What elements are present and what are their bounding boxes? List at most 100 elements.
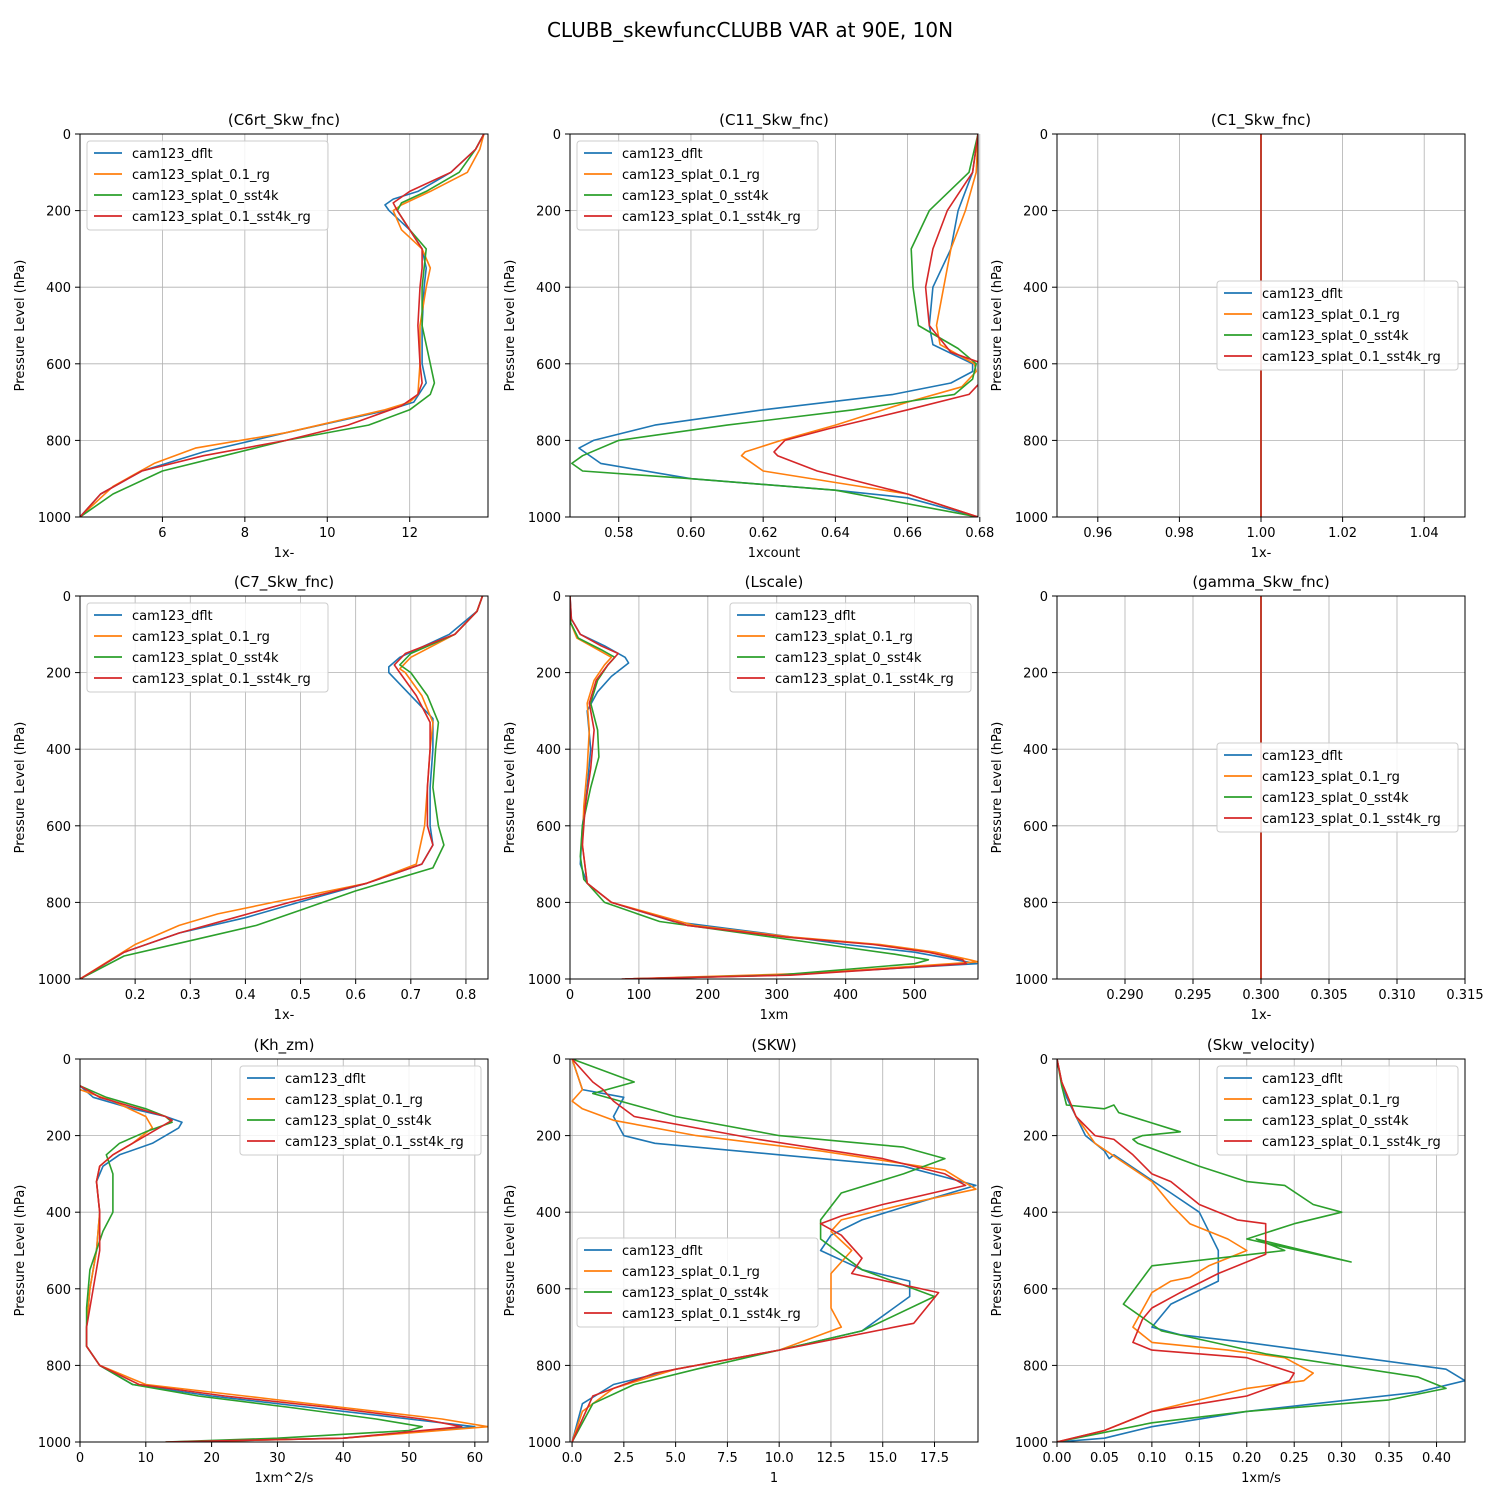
series-line bbox=[80, 134, 485, 517]
x-tick-label: 0.00 bbox=[1043, 1451, 1072, 1466]
x-tick-label: 5.0 bbox=[665, 1451, 686, 1466]
chart-panel: 0.290 0.295 0.300 0.305 0.310 0.315 0 200 400 600… bbox=[990, 573, 1484, 1023]
legend: cam123_dflt cam123_splat_0.1_rg cam123_spl… bbox=[729, 602, 972, 693]
legend-entry: cam123_splat_0_sst4k bbox=[1262, 1114, 1409, 1129]
plot-frame bbox=[79, 595, 489, 980]
series-line bbox=[1057, 1059, 1447, 1442]
legend-entry: cam123_splat_0.1_sst4k_rg bbox=[132, 210, 311, 225]
legend-entry: cam123_splat_0.1_sst4k_rg bbox=[132, 672, 311, 687]
x-tick-label: 8 bbox=[241, 526, 249, 541]
y-tick-label: 0 bbox=[1040, 128, 1048, 143]
legend-entry: cam123_splat_0.1_rg bbox=[285, 1093, 423, 1108]
legend-entry: cam123_splat_0_sst4k bbox=[132, 189, 279, 204]
legend-entry: cam123_dflt bbox=[285, 1072, 366, 1087]
y-tick-label: 800 bbox=[1023, 896, 1048, 911]
x-tick-label: 100 bbox=[627, 988, 652, 1003]
y-tick-label: 1000 bbox=[38, 973, 71, 988]
legend: cam123_dflt cam123_splat_0.1_rg cam123_spl… bbox=[86, 602, 329, 693]
subplot-title: (Lscale) bbox=[745, 573, 804, 591]
y-tick-label: 800 bbox=[536, 434, 561, 449]
y-tick-label: 1000 bbox=[38, 511, 71, 526]
y-axis-label: Pressure Level (hPa) bbox=[503, 260, 518, 392]
legend-box bbox=[1216, 1065, 1459, 1156]
x-tick-label: 6 bbox=[158, 526, 166, 541]
x-tick-label: 40 bbox=[335, 1451, 352, 1466]
series-line bbox=[578, 134, 978, 517]
legend-box bbox=[576, 140, 819, 231]
legend-entry: cam123_splat_0.1_sst4k_rg bbox=[775, 672, 954, 687]
legend: cam123_dflt cam123_splat_0.1_rg cam123_spl… bbox=[576, 1237, 819, 1328]
y-tick-label: 0 bbox=[1040, 1053, 1048, 1068]
legend-entry: cam123_dflt bbox=[1262, 1072, 1343, 1087]
y-tick-label: 1000 bbox=[528, 973, 561, 988]
y-axis-label: Pressure Level (hPa) bbox=[990, 260, 1005, 392]
series-line bbox=[1057, 1059, 1314, 1442]
y-tick-label: 1000 bbox=[1015, 511, 1048, 526]
x-tick-label: 30 bbox=[269, 1451, 286, 1466]
y-tick-label: 200 bbox=[1023, 205, 1048, 220]
subplot-title: (Kh_zm) bbox=[253, 1036, 314, 1055]
series-line bbox=[80, 1085, 463, 1442]
y-tick-label: 400 bbox=[46, 743, 71, 758]
x-tick-label: 0.8 bbox=[456, 988, 477, 1003]
legend-entry: cam123_splat_0.1_rg bbox=[1262, 308, 1400, 323]
series-line bbox=[80, 1088, 488, 1442]
y-axis-label: Pressure Level (hPa) bbox=[13, 260, 28, 392]
y-tick-label: 200 bbox=[46, 205, 71, 220]
y-tick-label: 200 bbox=[46, 1130, 71, 1145]
y-tick-label: 400 bbox=[1023, 281, 1048, 296]
y-tick-label: 600 bbox=[536, 820, 561, 835]
legend-entry: cam123_splat_0.1_sst4k_rg bbox=[622, 210, 801, 225]
x-tick-label: 0.3 bbox=[180, 988, 201, 1003]
legend-entry: cam123_splat_0_sst4k bbox=[775, 651, 922, 666]
series-line bbox=[571, 1059, 967, 1442]
x-tick-label: 12 bbox=[401, 526, 418, 541]
subplot-title: (gamma_Skw_fnc) bbox=[1192, 573, 1329, 592]
x-tick-label: 15.0 bbox=[868, 1451, 897, 1466]
y-tick-label: 600 bbox=[1023, 820, 1048, 835]
legend-box bbox=[1216, 280, 1459, 371]
x-tick-label: 0.05 bbox=[1090, 1451, 1119, 1466]
legend-entry: cam123_dflt bbox=[622, 147, 703, 162]
x-tick-label: 0.66 bbox=[893, 526, 922, 541]
y-tick-label: 800 bbox=[536, 1359, 561, 1374]
legend-box bbox=[86, 140, 329, 231]
x-tick-label: 0.6 bbox=[345, 988, 366, 1003]
series-line bbox=[1057, 1059, 1295, 1442]
x-axis-label: 1x- bbox=[274, 1008, 295, 1023]
legend-entry: cam123_splat_0.1_rg bbox=[775, 630, 913, 645]
y-tick-label: 200 bbox=[46, 667, 71, 682]
x-axis-label: 1x- bbox=[1251, 1008, 1272, 1023]
x-tick-label: 0.7 bbox=[400, 988, 421, 1003]
x-tick-label: 0.64 bbox=[821, 526, 850, 541]
legend-entry: cam123_splat_0_sst4k bbox=[132, 651, 279, 666]
y-tick-label: 200 bbox=[536, 205, 561, 220]
y-tick-label: 800 bbox=[1023, 434, 1048, 449]
legend-entry: cam123_splat_0.1_rg bbox=[622, 1265, 760, 1280]
x-tick-label: 0.4 bbox=[235, 988, 256, 1003]
subplot-title: (C1_Skw_fnc) bbox=[1211, 111, 1311, 130]
y-tick-label: 400 bbox=[46, 281, 71, 296]
x-tick-label: 12.5 bbox=[816, 1451, 845, 1466]
x-tick-label: 0.68 bbox=[965, 526, 994, 541]
legend-entry: cam123_splat_0.1_rg bbox=[1262, 1093, 1400, 1108]
legend: cam123_dflt cam123_splat_0.1_rg cam123_spl… bbox=[1216, 1065, 1459, 1156]
x-axis-label: 1xm/s bbox=[1241, 1471, 1281, 1486]
legend-box bbox=[1216, 742, 1459, 833]
series-line bbox=[80, 134, 485, 517]
y-axis-label: Pressure Level (hPa) bbox=[990, 1185, 1005, 1317]
plot-frame bbox=[569, 595, 979, 980]
legend-entry: cam123_splat_0_sst4k bbox=[1262, 329, 1409, 344]
series-line bbox=[1057, 1059, 1465, 1442]
legend-entry: cam123_dflt bbox=[1262, 749, 1343, 764]
x-tick-label: 1.00 bbox=[1247, 526, 1276, 541]
x-tick-label: 0.2 bbox=[125, 988, 146, 1003]
series-line bbox=[773, 134, 978, 517]
x-tick-label: 0.0 bbox=[562, 1451, 583, 1466]
chart-panel: 0.96 0.98 1.00 1.02 1.04 0 200 400 600 800 1000 (C1… bbox=[990, 111, 1466, 561]
x-axis-label: 1x- bbox=[274, 546, 295, 561]
legend-entry: cam123_splat_0_sst4k bbox=[1262, 791, 1409, 806]
figure-title: CLUBB_skewfuncCLUBB VAR at 90E, 10N bbox=[547, 18, 953, 42]
subplot-title: (C7_Skw_fnc) bbox=[234, 573, 334, 592]
legend-entry: cam123_dflt bbox=[775, 609, 856, 624]
